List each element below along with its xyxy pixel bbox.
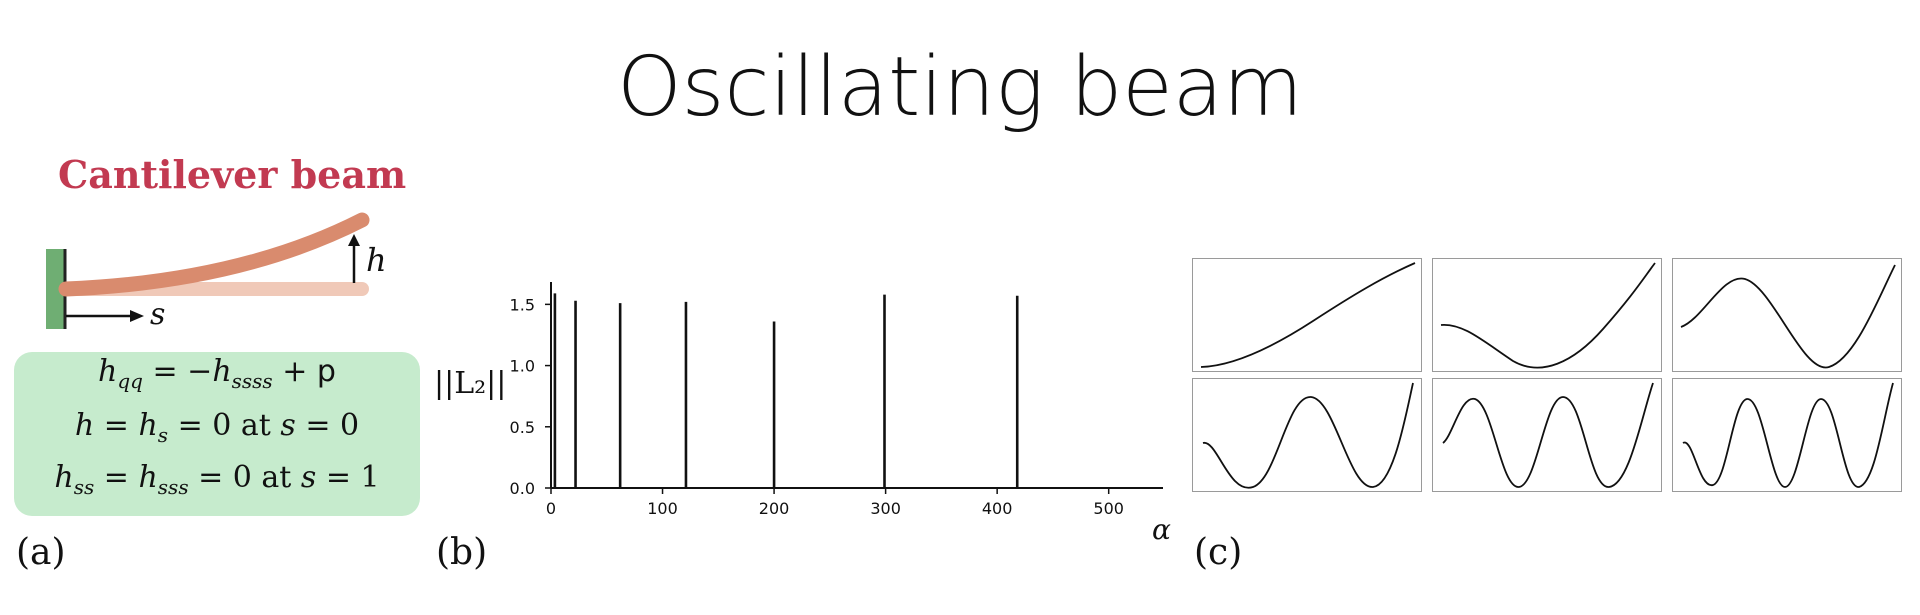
equation-pde: hqq = −hssss + p bbox=[98, 354, 336, 393]
h-arrow-head bbox=[348, 234, 360, 246]
x-tick-label: 100 bbox=[647, 499, 678, 518]
mode-panel-6 bbox=[1672, 378, 1902, 492]
mode-6-curve bbox=[1682, 382, 1894, 488]
cantilever-diagram: h s bbox=[46, 212, 387, 332]
page-title: Oscillating beam bbox=[617, 40, 1303, 135]
mode-3-curve bbox=[1680, 264, 1896, 369]
x-tick-label: 300 bbox=[870, 499, 901, 518]
beam-deflected bbox=[58, 212, 370, 297]
mode-panel-4 bbox=[1192, 378, 1422, 492]
beam-wall bbox=[46, 249, 64, 329]
y-axis-label: ||L₂|| bbox=[434, 366, 507, 401]
mode-5-curve bbox=[1442, 382, 1654, 488]
panel-label-a: (a) bbox=[16, 532, 66, 573]
x-tick-label: 0 bbox=[546, 499, 556, 518]
y-tick-label: 0.0 bbox=[510, 479, 535, 498]
panel-label-b: (b) bbox=[436, 532, 488, 573]
y-tick-label: 1.0 bbox=[510, 357, 535, 376]
equation-bc-right: hss = hsss = 0 at s = 1 bbox=[54, 460, 380, 499]
mode-panel-5 bbox=[1432, 378, 1662, 492]
x-tick-label: 400 bbox=[982, 499, 1013, 518]
h-label: h bbox=[366, 241, 387, 279]
mode-panel-1 bbox=[1192, 258, 1422, 372]
mode-panel-3 bbox=[1672, 258, 1902, 372]
equations-box: hqq = −hssss + p h = hs = 0 at s = 0 hss… bbox=[14, 352, 420, 516]
x-tick-label: 500 bbox=[1093, 499, 1124, 518]
s-arrow-head bbox=[130, 310, 144, 322]
mode-panel-2 bbox=[1432, 258, 1662, 372]
panel-label-c: (c) bbox=[1194, 532, 1243, 573]
x-axis-label: α bbox=[1152, 513, 1171, 546]
s-label: s bbox=[150, 297, 165, 332]
equation-bc-left: h = hs = 0 at s = 0 bbox=[74, 408, 360, 447]
mode-4-curve bbox=[1202, 382, 1414, 489]
mode-1-curve bbox=[1200, 262, 1416, 368]
mode-2-curve bbox=[1440, 262, 1656, 369]
y-tick-label: 0.5 bbox=[510, 418, 535, 437]
y-tick-label: 1.5 bbox=[510, 295, 535, 314]
x-tick-label: 200 bbox=[759, 499, 790, 518]
cantilever-beam-heading: Cantilever beam bbox=[58, 152, 407, 197]
